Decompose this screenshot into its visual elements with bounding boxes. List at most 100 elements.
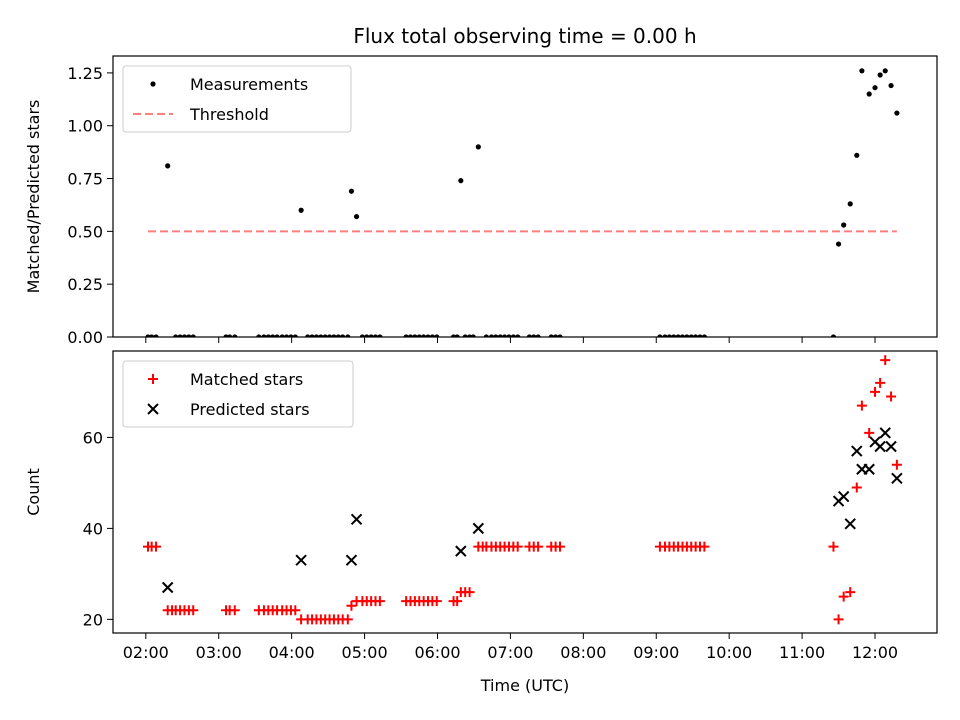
top-measurement-point: [553, 334, 559, 337]
top-measurement-point: [326, 334, 333, 337]
top-measurement-point: [377, 334, 383, 337]
bottom-matched-star-point: [188, 605, 199, 616]
bottom-panel: 02:00 03:00 04:00 05:00 06:00 07:00 08:00 09:00…: [24, 350, 938, 695]
top-measurement-point: [894, 110, 900, 116]
top-measurement-point: [232, 334, 238, 337]
top-measurement-point: [305, 334, 311, 337]
top-measurement-point: [165, 163, 171, 169]
bottom-matched-star-point: [346, 600, 357, 611]
top-measurement-point: [348, 188, 355, 194]
bottom-y-axis-label: Count: [24, 468, 43, 516]
top-measurement-point: [462, 334, 468, 337]
top-measurement-point: [510, 334, 516, 337]
bottom-matched-star-point: [290, 605, 301, 616]
top-measurement-point: [425, 334, 431, 337]
top-measurement-point: [657, 334, 663, 337]
bottom-x-tick-label: 08:00: [560, 643, 606, 662]
bottom-matched-star-point: [342, 614, 353, 625]
top-measurement-point: [697, 334, 703, 337]
bottom-matched-star-point: [891, 459, 902, 470]
top-measurement-point: [877, 72, 883, 78]
top-measurement-point: [679, 334, 686, 337]
top-measurement-point: [340, 334, 346, 337]
top-measurement-point: [318, 334, 324, 337]
top-measurement-point: [429, 334, 435, 337]
bottom-matched-star-point: [880, 355, 891, 366]
bottom-matched-star-point: [452, 596, 463, 607]
top-measurement-point: [888, 82, 894, 89]
top-measurement-point: [515, 334, 521, 337]
bottom-matched-star-point: [431, 596, 442, 607]
top-measurement-point: [475, 144, 481, 150]
bottom-x-tick-label: 07:00: [487, 643, 533, 662]
top-measurement-point: [283, 334, 290, 337]
bottom-x-tick-label: 10:00: [706, 643, 752, 662]
top-measurement-point: [531, 334, 537, 337]
top-measurement-point: [688, 334, 694, 337]
top-measurement-point: [882, 68, 888, 74]
top-measurement-point: [548, 334, 554, 337]
top-measurement-point: [335, 334, 341, 337]
top-measurement-point: [501, 334, 508, 337]
bottom-legend-box: [122, 360, 354, 428]
top-measurement-point: [173, 334, 179, 337]
top-measurement-point: [372, 334, 379, 337]
top-y-tick-label: 1.00: [67, 117, 103, 136]
bottom-predicted-star-point: [891, 472, 903, 485]
top-measurement-point: [364, 334, 370, 337]
top-measurement-point: [416, 334, 422, 337]
top-measurement-point: [322, 334, 328, 337]
top-measurement-point: [662, 334, 668, 337]
bottom-matched-star-point: [699, 541, 710, 552]
bottom-predicted-star-point: [345, 554, 358, 566]
bottom-y-tick-label: 60: [83, 428, 103, 447]
top-measurement-point: [693, 334, 699, 337]
bottom-matched-star-point: [833, 614, 844, 625]
bottom-legend-label: Predicted stars: [190, 400, 310, 419]
top-measurement-point: [483, 334, 489, 337]
top-measurement-point: [434, 334, 440, 337]
bottom-matched-star-point: [886, 391, 897, 402]
top-measurement-point: [274, 334, 280, 337]
bottom-matched-star-point: [151, 541, 162, 552]
top-measurement-point: [859, 68, 865, 74]
top-measurement-point: [181, 334, 188, 337]
top-y-tick-label: 0.50: [67, 222, 103, 241]
bottom-matched-star-point: [374, 596, 385, 607]
top-measurement-point: [292, 334, 298, 337]
top-measurement-point: [359, 334, 365, 337]
bottom-predicted-star-point: [837, 490, 850, 503]
bottom-x-tick-label: 05:00: [342, 643, 388, 662]
top-measurement-point: [412, 334, 418, 337]
bottom-predicted-star-point: [455, 545, 467, 557]
top-measurement-point: [535, 334, 541, 337]
top-measurement-point: [265, 334, 271, 337]
top-legend-label: Threshold: [189, 105, 269, 124]
top-measurement-point: [279, 334, 285, 337]
bottom-x-tick-label: 09:00: [633, 643, 679, 662]
top-measurement-point: [497, 334, 503, 337]
top-axes-frame: [112, 55, 938, 338]
top-measurement-point: [313, 334, 320, 337]
bottom-x-tick-label: 12:00: [852, 643, 898, 662]
bottom-predicted-star-point: [844, 518, 856, 530]
top-measurement-point: [458, 178, 464, 184]
bottom-matched-star-point: [838, 591, 849, 602]
bottom-x-axis-label: Time (UTC): [480, 676, 569, 695]
top-measurement-point: [153, 334, 159, 337]
top-measurement-point: [557, 334, 563, 337]
top-measurement-point: [526, 334, 532, 337]
top-measurement-point: [261, 334, 267, 337]
bottom-x-tick-label: 02:00: [123, 643, 169, 662]
top-measurement-point: [684, 334, 690, 337]
bottom-y-tick-label: 40: [83, 519, 103, 538]
top-measurement-point: [186, 334, 192, 337]
bottom-predicted-star-point: [295, 554, 307, 566]
top-measurement-point: [506, 334, 512, 337]
top-measurement-point: [872, 85, 878, 91]
bottom-matched-star-point: [856, 400, 867, 411]
bottom-x-tick-label: 11:00: [779, 643, 825, 662]
bottom-predicted-star-point: [879, 427, 891, 439]
bottom-predicted-star-point: [350, 513, 363, 525]
